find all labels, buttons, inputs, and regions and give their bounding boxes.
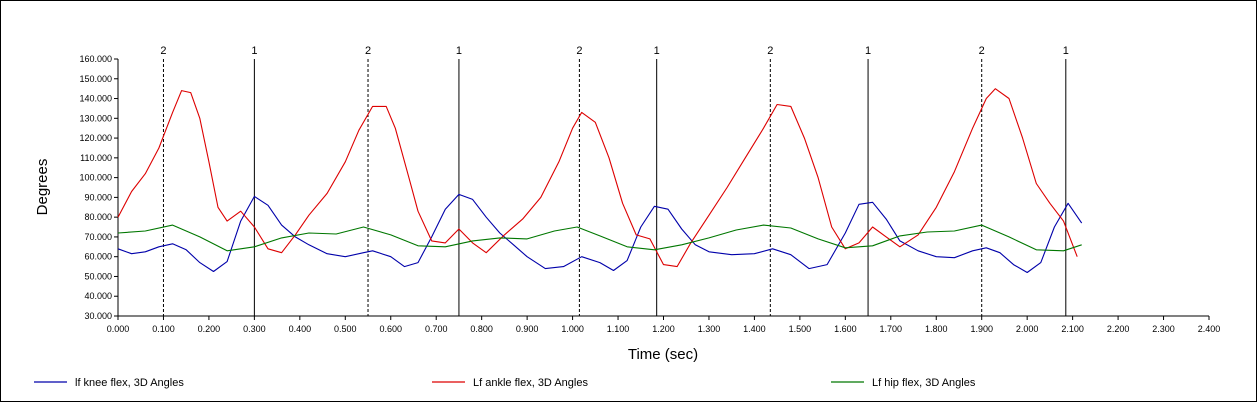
x-tick-label: 1.000 [561, 324, 584, 334]
y-tick-label: 100.000 [79, 173, 112, 183]
y-tick-label: 60.000 [84, 252, 112, 262]
y-tick-label: 160.000 [79, 54, 112, 64]
y-tick-label: 150.000 [79, 74, 112, 84]
event-label: 1 [865, 45, 871, 57]
event-label: 1 [251, 45, 257, 57]
x-tick-label: 1.100 [607, 324, 630, 334]
y-tick-label: 50.000 [84, 271, 112, 281]
y-tick-label: 40.000 [84, 291, 112, 301]
y-tick-label: 120.000 [79, 133, 112, 143]
event-label: 1 [654, 45, 660, 57]
x-tick-label: 2.400 [1198, 324, 1221, 334]
x-tick-label: 0.700 [425, 324, 448, 334]
x-tick-label: 0.000 [107, 324, 130, 334]
event-label: 2 [767, 45, 773, 57]
event-label: 1 [1063, 45, 1069, 57]
y-tick-label: 30.000 [84, 311, 112, 321]
event-label: 2 [365, 45, 371, 57]
x-tick-label: 2.200 [1107, 324, 1130, 334]
series-line-3 [117, 224, 1082, 252]
series-line-2 [117, 88, 1078, 268]
x-tick-label: 1.400 [743, 324, 766, 334]
y-tick-label: 130.000 [79, 113, 112, 123]
x-tick-label: 0.500 [334, 324, 357, 334]
x-tick-label: 1.200 [652, 324, 675, 334]
x-tick-label: 0.100 [152, 324, 175, 334]
x-tick-label: 0.400 [289, 324, 312, 334]
event-label: 2 [160, 45, 166, 57]
x-tick-label: 0.800 [470, 324, 493, 334]
series-line-1 [117, 193, 1083, 274]
x-tick-label: 1.300 [698, 324, 721, 334]
x-tick-label: 1.900 [970, 324, 993, 334]
x-tick-label: 2.000 [1016, 324, 1039, 334]
y-tick-label: 110.000 [80, 153, 112, 163]
x-tick-label: 0.200 [198, 324, 221, 334]
x-axis-title: Time (sec) [628, 346, 698, 363]
y-tick-label: 140.000 [79, 94, 112, 104]
y-tick-label: 70.000 [84, 232, 112, 242]
y-tick-label: 90.000 [84, 192, 112, 202]
y-tick-label: 80.000 [84, 212, 112, 222]
event-label: 2 [576, 45, 582, 57]
y-axis-title: Degrees [34, 159, 51, 216]
x-tick-label: 2.100 [1061, 324, 1084, 334]
x-tick-label: 0.300 [243, 324, 266, 334]
legend-label: Lf hip flex, 3D Angles [872, 377, 976, 389]
x-tick-label: 1.500 [789, 324, 812, 334]
event-label: 2 [979, 45, 985, 57]
x-tick-label: 1.600 [834, 324, 857, 334]
x-tick-label: 0.900 [516, 324, 539, 334]
legend-label: lf knee flex, 3D Angles [75, 377, 184, 389]
event-label: 1 [456, 45, 462, 57]
x-tick-label: 1.800 [925, 324, 948, 334]
x-tick-label: 1.700 [880, 324, 903, 334]
x-tick-label: 0.600 [379, 324, 402, 334]
legend-label: Lf ankle flex, 3D Angles [473, 377, 588, 389]
x-tick-label: 2.300 [1152, 324, 1175, 334]
